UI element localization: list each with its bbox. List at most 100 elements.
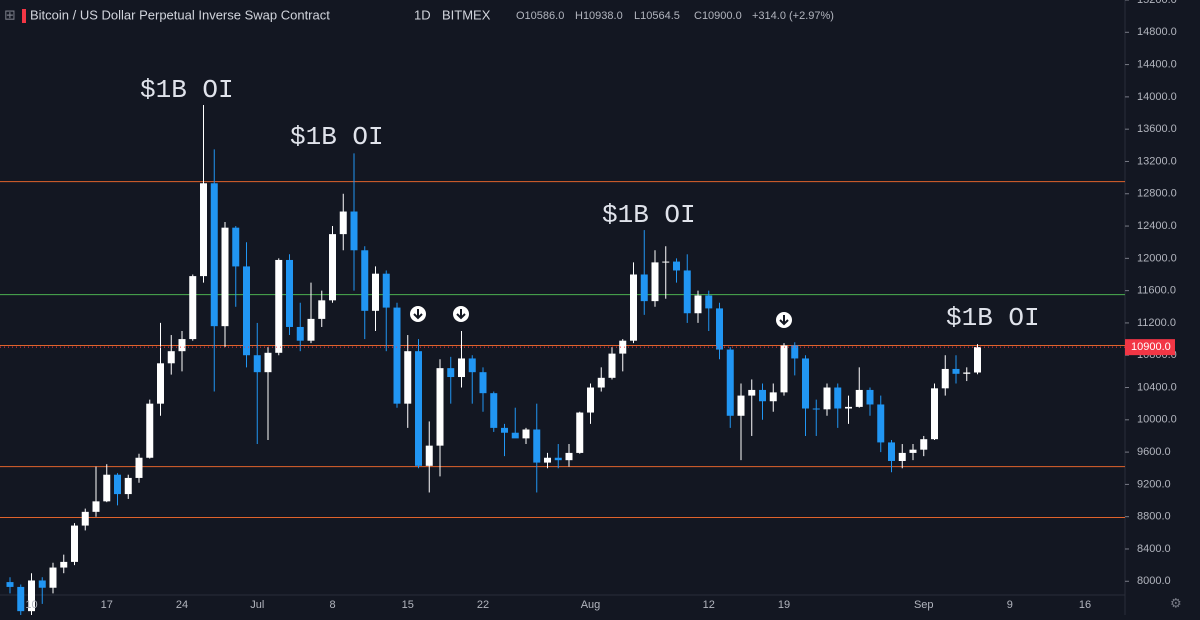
y-tick-label: 10400.0	[1137, 381, 1177, 393]
candle-body	[92, 501, 100, 512]
symbol[interactable]: Bitcoin / US Dollar Perpetual Inverse Sw…	[30, 7, 330, 22]
x-tick-label: 12	[703, 599, 715, 611]
y-tick-label: 8800.0	[1137, 511, 1171, 523]
candle-body	[60, 561, 68, 568]
candle-body	[909, 449, 917, 453]
candle-body	[157, 363, 164, 404]
candle-body	[307, 318, 315, 341]
arrow-icon	[453, 306, 469, 322]
candle-body	[393, 307, 401, 404]
candle-body	[694, 295, 702, 314]
candle-body	[38, 580, 46, 588]
candle-body	[533, 429, 541, 463]
candle-body	[135, 457, 143, 478]
candle-body	[619, 340, 627, 354]
candle-body	[501, 427, 508, 433]
plot-area	[0, 104, 1125, 617]
candle-body	[200, 183, 207, 277]
x-tick-label: 8	[329, 599, 335, 611]
candle-body	[845, 406, 852, 409]
y-tick-label: 11200.0	[1137, 317, 1176, 329]
candle-body	[651, 262, 659, 302]
candle-body	[479, 372, 487, 394]
candle-body	[221, 227, 229, 327]
annotation: $1B OI	[602, 200, 696, 230]
y-tick-label: 8400.0	[1137, 543, 1171, 555]
y-tick-label: 9200.0	[1137, 478, 1171, 490]
close-readout: C10900.0	[694, 10, 742, 22]
candle-body	[286, 259, 293, 327]
candle-body	[318, 300, 326, 319]
candle-body	[920, 439, 928, 450]
candle-body	[468, 358, 476, 373]
candle-body	[49, 567, 57, 588]
change-readout: +314.0 (+2.97%)	[752, 10, 834, 22]
y-tick-label: 14800.0	[1137, 26, 1177, 38]
settings-icon[interactable]: ⚙	[1170, 595, 1182, 610]
y-tick-label: 11600.0	[1137, 285, 1176, 297]
candle-body	[952, 368, 960, 374]
candle-body	[296, 326, 304, 341]
y-tick-label: 12400.0	[1137, 220, 1177, 232]
candle-body	[597, 377, 605, 388]
exchange[interactable]: BITMEX	[442, 7, 491, 22]
low-readout: L10564.5	[634, 10, 680, 22]
candle-body	[189, 276, 197, 340]
candle-body	[329, 234, 336, 301]
x-tick-label: 9	[1007, 599, 1013, 611]
symbol-icon	[22, 9, 26, 23]
arrow-icon	[410, 306, 426, 322]
candle-body	[662, 261, 670, 263]
candle-body	[737, 395, 745, 416]
candle-body	[769, 392, 777, 402]
y-tick-label: 10000.0	[1137, 414, 1177, 426]
candle-body	[716, 308, 723, 350]
candle-body	[350, 211, 358, 251]
candle-body	[382, 273, 390, 308]
candle-body	[576, 412, 584, 453]
candle-body	[544, 457, 551, 463]
last-price-label: 10900.0	[1131, 341, 1171, 353]
candle-body	[855, 389, 863, 407]
high-readout: H10938.0	[575, 10, 623, 22]
open-readout: O10586.0	[516, 10, 564, 22]
candle-body	[114, 474, 121, 495]
candle-body	[71, 525, 78, 562]
annotation: $1B OI	[140, 75, 234, 105]
candle-body	[608, 353, 616, 378]
candle-body	[264, 352, 272, 373]
candle-body	[6, 582, 14, 587]
candle-body	[587, 387, 594, 413]
candle-body	[243, 266, 250, 356]
add-icon[interactable]: ⊞	[4, 7, 16, 23]
candle-body	[210, 183, 218, 327]
candle-body	[673, 261, 680, 271]
x-tick-label: 24	[176, 599, 188, 611]
x-tick-label: 10	[25, 599, 37, 611]
candle-body	[683, 270, 691, 314]
candle-body	[866, 389, 874, 405]
candle-body	[339, 211, 347, 235]
y-tick-label: 14000.0	[1137, 91, 1177, 103]
candle-body	[898, 452, 906, 461]
y-tick-label: 8000.0	[1137, 575, 1171, 587]
candle-body	[759, 389, 766, 402]
candle-body	[436, 368, 444, 446]
x-tick-label: Sep	[914, 599, 934, 611]
candle-body	[640, 274, 648, 302]
candle-body	[748, 389, 756, 396]
x-tick-label: Jul	[250, 599, 264, 611]
candle-body	[458, 358, 465, 378]
candle-body	[490, 393, 498, 428]
candle-body	[791, 345, 799, 359]
candle-body	[425, 445, 433, 466]
candle-body	[447, 368, 455, 378]
annotation: $1B OI	[290, 122, 384, 152]
candle-body	[361, 250, 369, 311]
candle-body	[877, 404, 885, 443]
candle-body	[81, 511, 89, 526]
candle-body	[17, 586, 25, 612]
interval[interactable]: 1D	[414, 7, 431, 22]
